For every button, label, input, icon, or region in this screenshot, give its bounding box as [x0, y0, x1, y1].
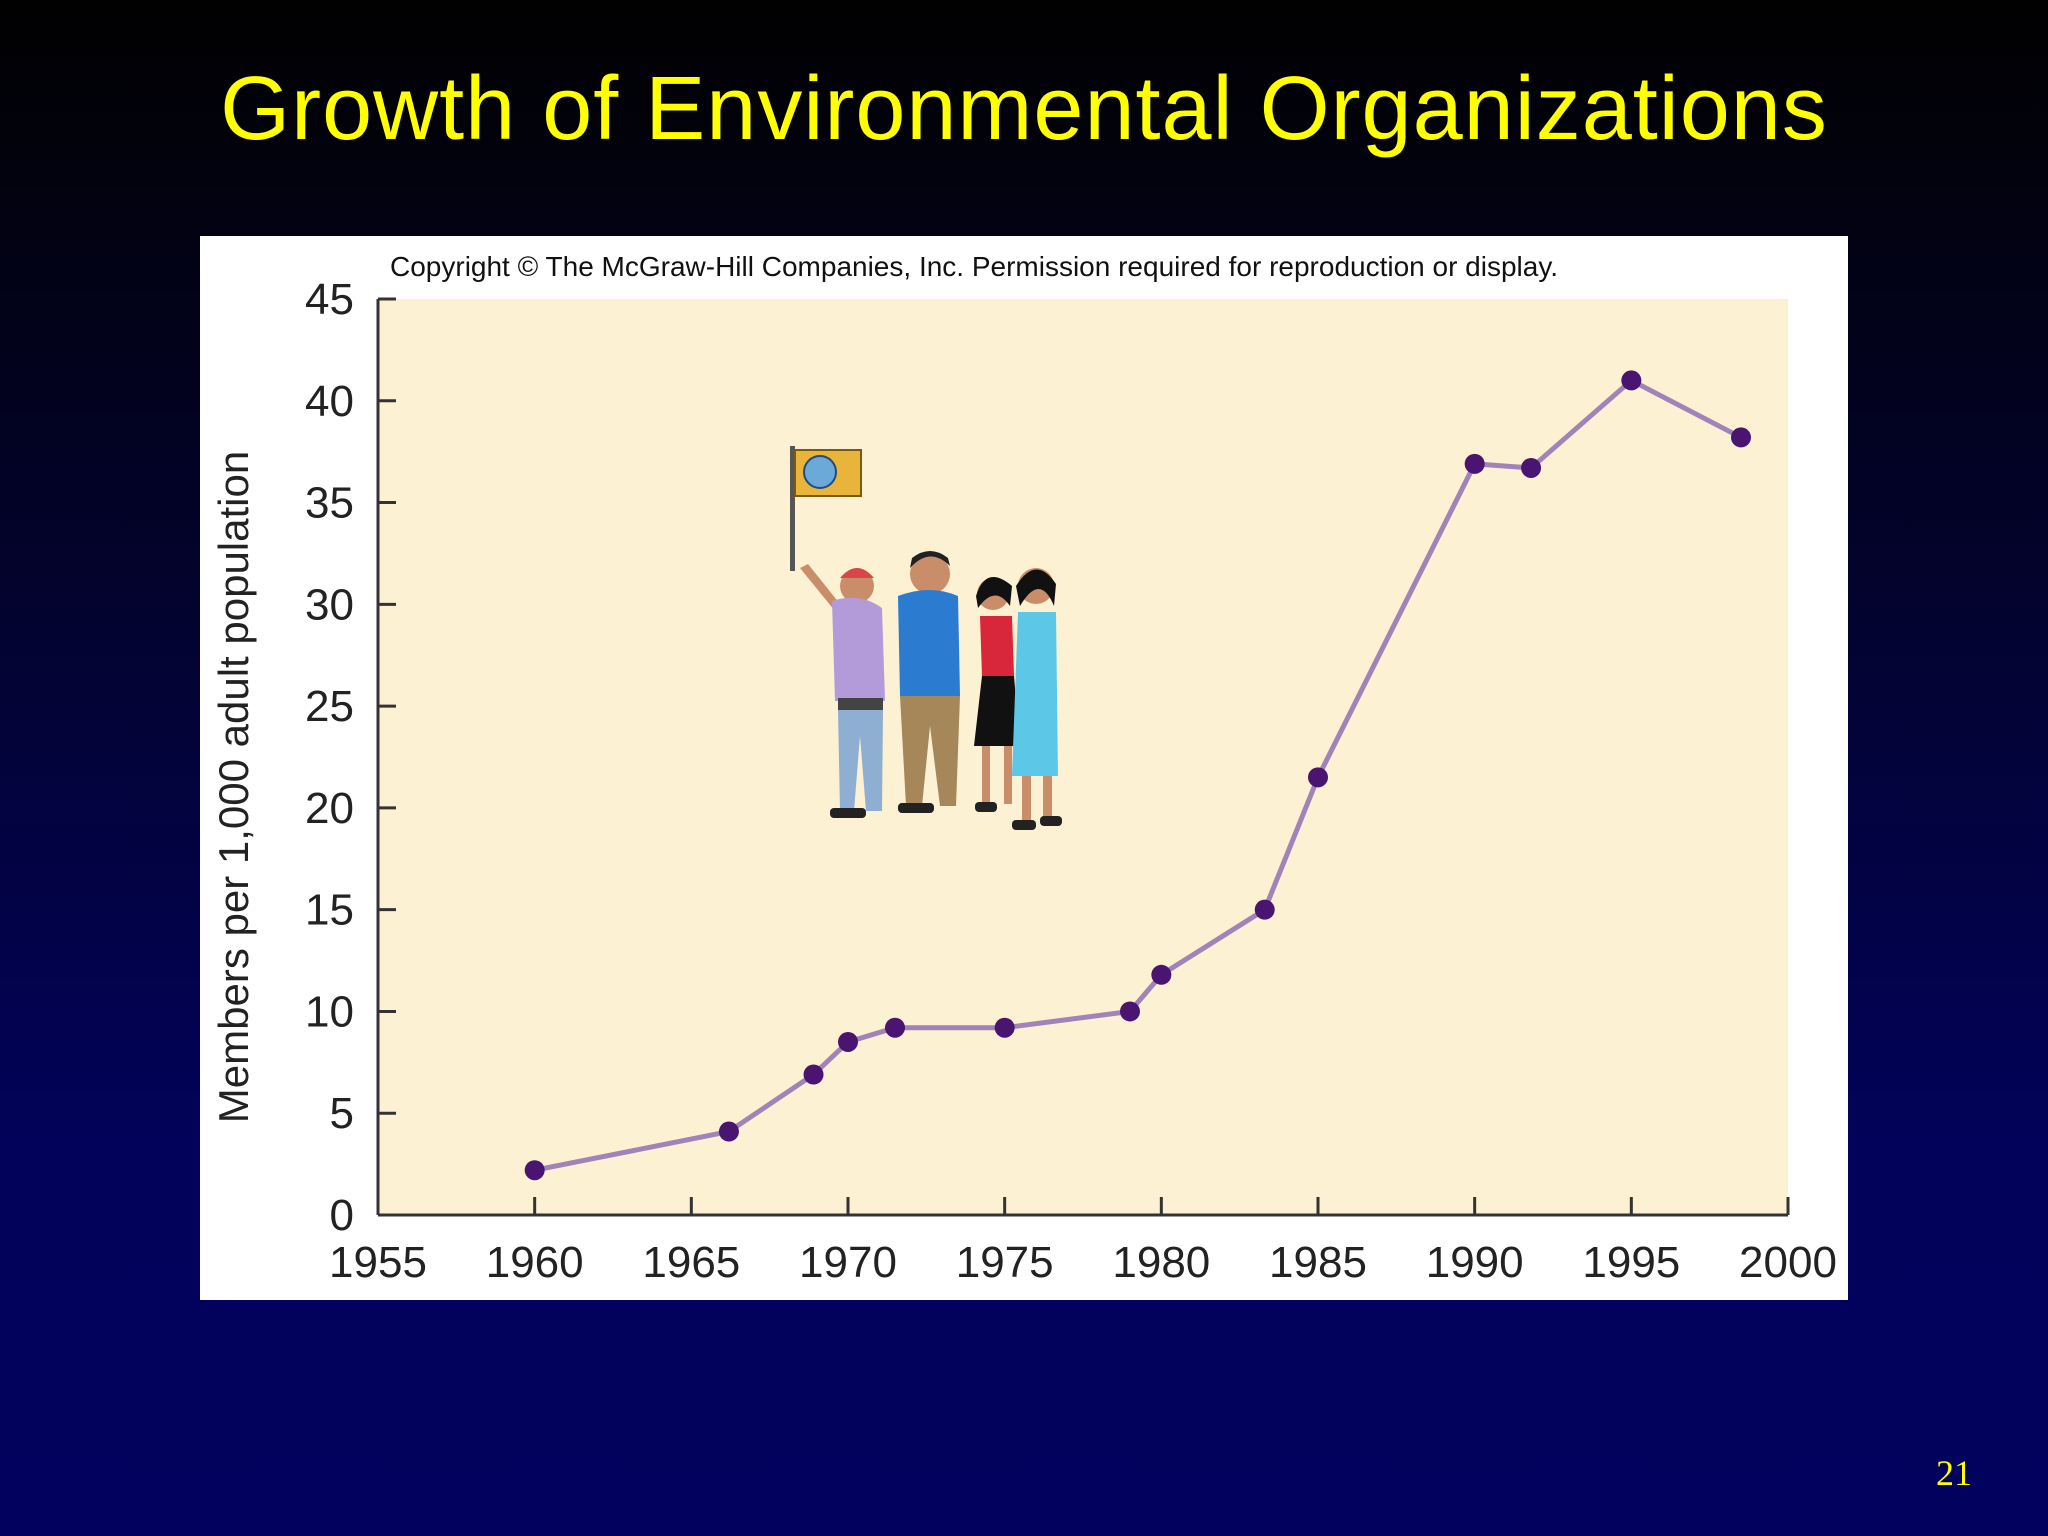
y-tick-label: 25: [305, 682, 354, 731]
data-point: [1731, 427, 1751, 448]
data-markers: [524, 370, 1751, 1181]
people-with-flag-illustration: [790, 446, 1062, 830]
line-chart: Copyright © The McGraw-Hill Companies, I…: [210, 251, 1837, 1287]
data-point: [1621, 370, 1642, 391]
x-tick-label: 1985: [1269, 1238, 1367, 1287]
y-tick-label: 40: [305, 377, 354, 426]
page-number: 21: [1936, 1453, 1972, 1493]
y-tick-label: 0: [330, 1191, 354, 1240]
x-tick-label: 2000: [1739, 1238, 1837, 1287]
data-point: [1521, 457, 1542, 478]
axes: [376, 299, 1788, 1217]
x-tick-label: 1975: [956, 1238, 1054, 1287]
data-point: [803, 1064, 824, 1085]
y-tick-label: 20: [305, 784, 354, 833]
data-point: [524, 1160, 545, 1181]
y-tick-label: 5: [330, 1089, 354, 1138]
data-point: [838, 1031, 858, 1052]
x-tick-label: 1990: [1426, 1238, 1524, 1287]
y-axis-ticks: 0 5 10 15 20 25 30 35 40 45: [305, 275, 396, 1240]
data-point: [718, 1121, 739, 1142]
x-tick-label: 1980: [1112, 1238, 1210, 1287]
slide-title: Growth of Environmental Organizations: [220, 59, 1828, 159]
x-tick-label: 1955: [329, 1238, 427, 1287]
x-tick-label: 1965: [642, 1238, 740, 1287]
y-tick-label: 15: [305, 886, 354, 935]
x-tick-label: 1970: [799, 1238, 897, 1287]
y-tick-label: 45: [305, 275, 354, 324]
y-axis-title: Members per 1,000 adult population: [210, 451, 257, 1123]
y-tick-label: 35: [305, 479, 354, 528]
x-tick-label: 1960: [486, 1238, 584, 1287]
copyright-notice: Copyright © The McGraw-Hill Companies, I…: [390, 251, 1558, 282]
x-tick-label: 1995: [1582, 1238, 1680, 1287]
data-point: [1254, 899, 1275, 920]
data-point: [885, 1017, 905, 1038]
data-point: [994, 1017, 1015, 1038]
plot-area: [378, 299, 1788, 1215]
data-point: [1464, 453, 1485, 474]
y-tick-label: 30: [305, 580, 354, 629]
data-point: [1308, 767, 1328, 788]
data-point: [1120, 1001, 1140, 1022]
data-point: [1151, 964, 1172, 985]
x-axis-ticks: 1955 1960 1965 1970 1975 1980 1985 1990 1995 2000: [329, 1197, 1837, 1287]
y-tick-label: 10: [305, 987, 354, 1036]
figure-panel: Copyright © The McGraw-Hill Companies, I…: [200, 236, 1848, 1300]
